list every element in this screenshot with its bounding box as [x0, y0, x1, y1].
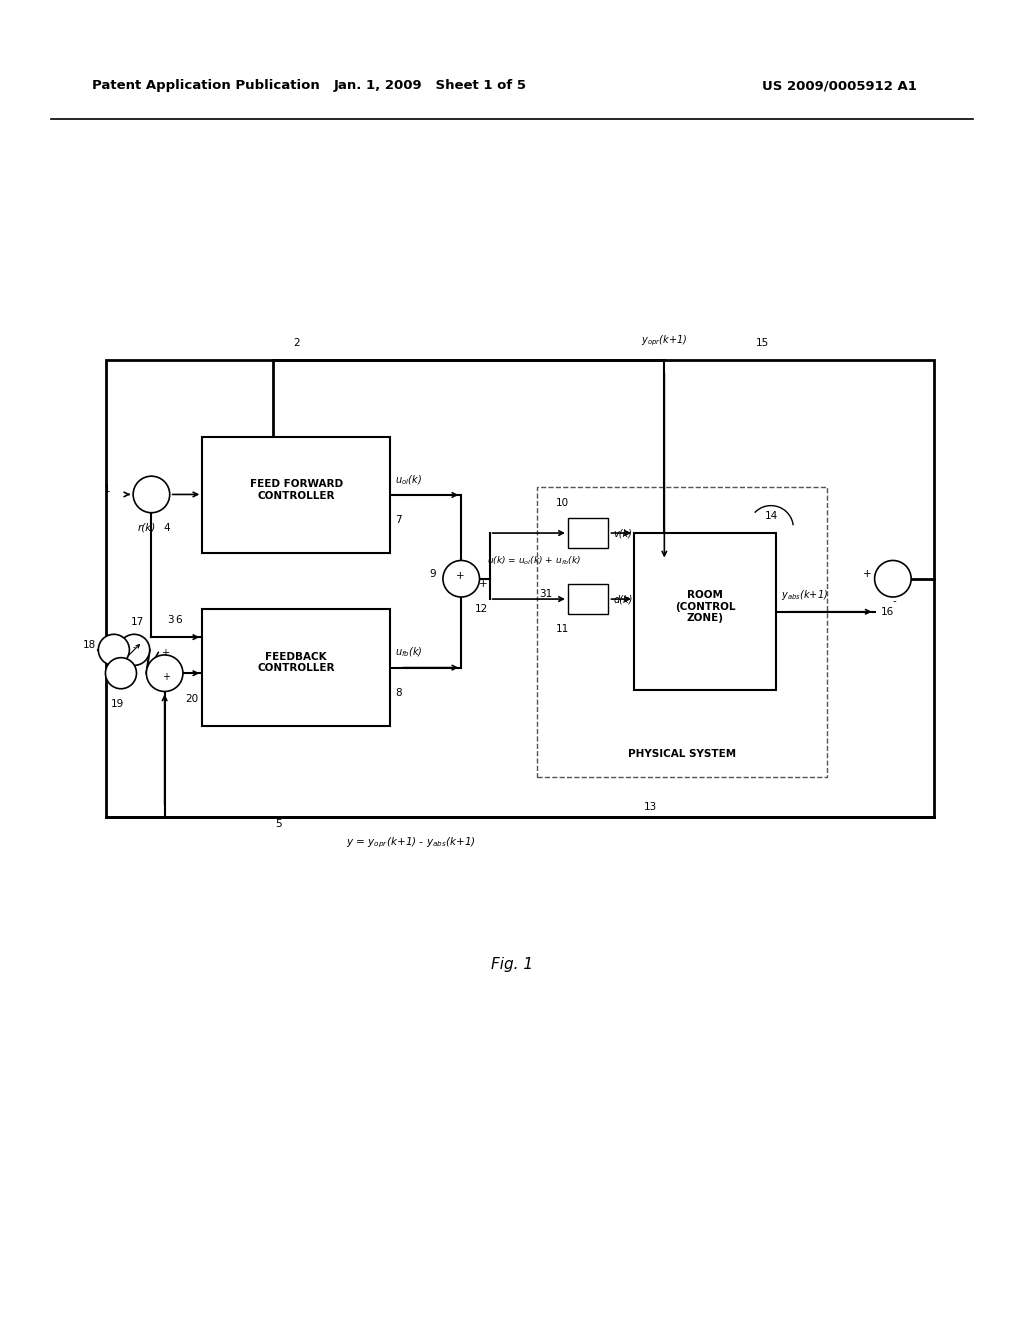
Text: 3: 3: [167, 615, 173, 624]
Text: v(k): v(k): [613, 528, 633, 539]
Text: ROOM
(CONTROL
ZONE): ROOM (CONTROL ZONE): [675, 590, 735, 623]
Text: u$_{fb}$(k): u$_{fb}$(k): [395, 645, 423, 659]
FancyBboxPatch shape: [634, 533, 776, 690]
Text: -: -: [892, 597, 896, 606]
Text: r(k): r(k): [137, 523, 156, 533]
Text: y$_{abs}$(k+1): y$_{abs}$(k+1): [781, 587, 828, 602]
FancyBboxPatch shape: [202, 437, 390, 553]
Text: 18: 18: [82, 640, 95, 649]
Text: +: +: [456, 570, 465, 581]
Text: Patent Application Publication: Patent Application Publication: [92, 79, 319, 92]
Text: 2: 2: [294, 338, 300, 348]
Text: 4: 4: [164, 523, 170, 533]
Text: PHYSICAL SYSTEM: PHYSICAL SYSTEM: [628, 748, 736, 759]
Text: 31: 31: [540, 589, 553, 599]
Text: y = y$_{opr}$(k+1) - y$_{abs}$(k+1): y = y$_{opr}$(k+1) - y$_{abs}$(k+1): [345, 836, 475, 850]
Text: 12: 12: [475, 605, 488, 614]
Text: 1: 1: [104, 484, 111, 495]
Text: 7: 7: [395, 515, 401, 525]
Text: u$_{ol}$(k): u$_{ol}$(k): [395, 473, 422, 487]
Text: Jan. 1, 2009   Sheet 1 of 5: Jan. 1, 2009 Sheet 1 of 5: [334, 79, 526, 92]
FancyBboxPatch shape: [202, 610, 390, 726]
FancyBboxPatch shape: [568, 517, 608, 548]
Text: 17: 17: [131, 618, 143, 627]
Text: 20: 20: [185, 693, 198, 704]
Text: 13: 13: [644, 803, 657, 812]
Text: 19: 19: [112, 698, 125, 709]
Text: 16: 16: [882, 607, 894, 618]
Text: +: +: [863, 569, 871, 578]
Text: 8: 8: [395, 688, 401, 698]
Text: 15: 15: [756, 338, 769, 348]
FancyBboxPatch shape: [568, 583, 608, 614]
Circle shape: [105, 657, 136, 689]
Text: 6: 6: [175, 615, 182, 624]
Text: FEEDBACK
CONTROLLER: FEEDBACK CONTROLLER: [257, 652, 335, 673]
Text: Fig. 1: Fig. 1: [490, 957, 534, 973]
Text: 14: 14: [764, 511, 777, 521]
Text: u(k) = u$_{ol}$(k) + u$_{fb}$(k): u(k) = u$_{ol}$(k) + u$_{fb}$(k): [486, 554, 581, 566]
Text: -: -: [133, 643, 135, 652]
Circle shape: [443, 561, 479, 597]
Text: 11: 11: [556, 624, 569, 635]
FancyBboxPatch shape: [105, 360, 934, 817]
Text: 9: 9: [429, 569, 436, 578]
Circle shape: [98, 635, 129, 665]
Circle shape: [874, 561, 911, 597]
Circle shape: [146, 655, 183, 692]
FancyBboxPatch shape: [538, 487, 826, 776]
Text: d(k): d(k): [613, 594, 633, 605]
Text: 10: 10: [556, 498, 569, 508]
Circle shape: [119, 635, 150, 665]
Text: FEED FORWARD
CONTROLLER: FEED FORWARD CONTROLLER: [250, 479, 343, 500]
Text: +: +: [479, 579, 487, 589]
Text: +: +: [161, 648, 169, 657]
Text: +: +: [162, 672, 170, 682]
Circle shape: [133, 477, 170, 512]
Text: US 2009/0005912 A1: US 2009/0005912 A1: [762, 79, 918, 92]
Text: 5: 5: [275, 820, 282, 829]
Text: y$_{opr}$(k+1): y$_{opr}$(k+1): [641, 334, 687, 348]
